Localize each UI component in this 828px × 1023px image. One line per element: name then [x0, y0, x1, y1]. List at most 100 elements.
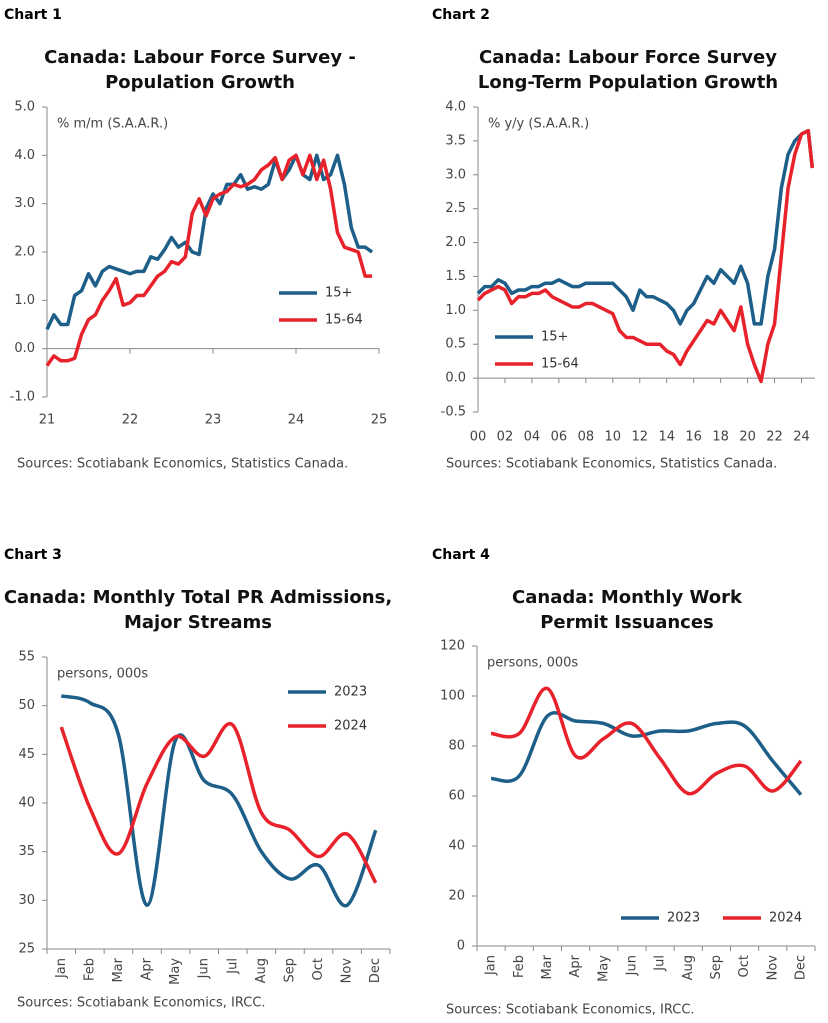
- chart-title: Canada: Labour Force Survey: [479, 47, 777, 68]
- x-tick-label: 02: [497, 430, 514, 445]
- y-tick-label: 5.0: [14, 100, 35, 115]
- y-tick-label: -1.0: [10, 390, 35, 405]
- x-tick-label: Mar: [111, 957, 126, 982]
- x-tick-label: May: [168, 958, 183, 985]
- y-tick-label: 0: [457, 939, 465, 954]
- y-tick-label: 25: [18, 942, 35, 957]
- x-tick-label: Sep: [282, 958, 297, 983]
- chart-title: Canada: Labour Force Survey -: [44, 47, 356, 68]
- legend-label: 2023: [667, 911, 700, 926]
- y-tick-label: -0.5: [441, 405, 466, 420]
- series-line: [45, 153, 373, 367]
- legend-label: 2024: [769, 911, 802, 926]
- chart-label: Chart 1: [4, 7, 62, 23]
- x-tick-label: 20: [739, 430, 756, 445]
- y-tick-label: 35: [18, 844, 35, 859]
- series-line: [490, 711, 803, 796]
- x-tick-label: Mar: [540, 954, 555, 979]
- x-tick-label: Aug: [254, 958, 269, 983]
- series-line: [476, 128, 815, 384]
- y-tick-label: 0.0: [445, 371, 466, 386]
- y-tick-label: 1.0: [14, 293, 35, 308]
- chart-label: Chart 2: [432, 7, 490, 23]
- x-tick-label: Feb: [512, 955, 527, 978]
- chart-title: Population Growth: [105, 72, 295, 93]
- source-note: Sources: Scotiabank Economics, IRCC.: [446, 1003, 695, 1018]
- series-line: [45, 153, 374, 331]
- series-line: [476, 128, 815, 326]
- x-tick-label: 25: [371, 413, 388, 428]
- chart-label: Chart 3: [4, 547, 62, 563]
- y-tick-label: 40: [18, 796, 35, 811]
- legend-label: 15-64: [325, 313, 363, 328]
- y-tick-label: 4.0: [445, 100, 466, 115]
- y-tick-label: 3.5: [445, 133, 466, 148]
- y-tick-label: 55: [18, 650, 35, 665]
- unit-label: % m/m (S.A.A.R.): [57, 117, 168, 132]
- x-tick-label: 21: [39, 413, 56, 428]
- y-tick-label: 3.0: [14, 196, 35, 211]
- x-tick-label: 00: [470, 430, 487, 445]
- y-tick-label: 20: [448, 889, 465, 904]
- x-tick-label: Aug: [681, 955, 696, 980]
- x-tick-label: Feb: [82, 958, 97, 981]
- x-tick-label: May: [596, 955, 611, 982]
- series-line: [59, 721, 378, 884]
- legend-label: 15+: [325, 286, 352, 301]
- x-tick-label: Apr: [140, 957, 155, 980]
- y-tick-label: 50: [18, 698, 35, 713]
- unit-label: % y/y (S.A.A.R.): [488, 117, 589, 132]
- chart-label: Chart 4: [432, 547, 490, 563]
- unit-label: persons, 000s: [487, 656, 578, 671]
- x-tick-label: 22: [766, 430, 783, 445]
- x-tick-label: 04: [524, 430, 541, 445]
- x-tick-label: Jan: [54, 958, 69, 979]
- series-line: [60, 694, 378, 908]
- chart-title: Major Streams: [124, 612, 272, 633]
- x-tick-label: Jun: [197, 958, 212, 979]
- x-tick-label: 12: [631, 430, 648, 445]
- y-tick-label: 2.0: [445, 235, 466, 250]
- y-tick-label: 0.5: [445, 337, 466, 352]
- y-tick-label: 40: [448, 839, 465, 854]
- chart-title: Canada: Monthly Work: [512, 587, 743, 608]
- x-tick-label: 10: [605, 430, 622, 445]
- source-note: Sources: Scotiabank Economics, IRCC.: [17, 996, 266, 1011]
- legend-label: 15+: [541, 330, 568, 345]
- series-line: [490, 686, 803, 796]
- x-tick-label: Jan: [484, 955, 499, 976]
- chart-title: Long-Term Population Growth: [478, 72, 778, 93]
- chart-title: Permit Issuances: [540, 612, 714, 633]
- y-tick-label: 120: [440, 639, 465, 654]
- x-tick-label: 08: [578, 430, 595, 445]
- x-tick-label: 24: [793, 430, 810, 445]
- x-tick-label: Oct: [737, 955, 752, 977]
- x-tick-label: 23: [205, 413, 222, 428]
- y-tick-label: 1.5: [445, 269, 466, 284]
- legend-label: 2023: [334, 685, 367, 700]
- chart-title: Canada: Monthly Total PR Admissions,: [4, 587, 392, 608]
- x-tick-label: Jun: [624, 955, 639, 976]
- y-tick-label: 30: [18, 893, 35, 908]
- x-tick-label: Nov: [340, 958, 355, 984]
- x-tick-label: 16: [685, 430, 702, 445]
- x-tick-label: Sep: [709, 955, 724, 980]
- x-tick-label: 24: [288, 413, 305, 428]
- y-tick-label: 45: [18, 747, 35, 762]
- x-tick-label: Apr: [568, 954, 583, 977]
- x-tick-label: Dec: [368, 958, 383, 983]
- x-tick-label: Dec: [793, 955, 808, 980]
- legend-label: 2024: [334, 719, 367, 734]
- y-tick-label: 100: [440, 689, 465, 704]
- source-note: Sources: Scotiabank Economics, Statistic…: [446, 457, 777, 472]
- x-tick-label: Jul: [225, 958, 240, 975]
- legend-label: 15-64: [541, 357, 579, 372]
- source-note: Sources: Scotiabank Economics, Statistic…: [17, 457, 348, 472]
- y-tick-label: 0.0: [14, 341, 35, 356]
- x-tick-label: 14: [658, 430, 675, 445]
- x-tick-label: 18: [712, 430, 729, 445]
- unit-label: persons, 000s: [57, 667, 148, 682]
- x-tick-label: Jul: [653, 955, 668, 972]
- x-tick-label: 22: [122, 413, 139, 428]
